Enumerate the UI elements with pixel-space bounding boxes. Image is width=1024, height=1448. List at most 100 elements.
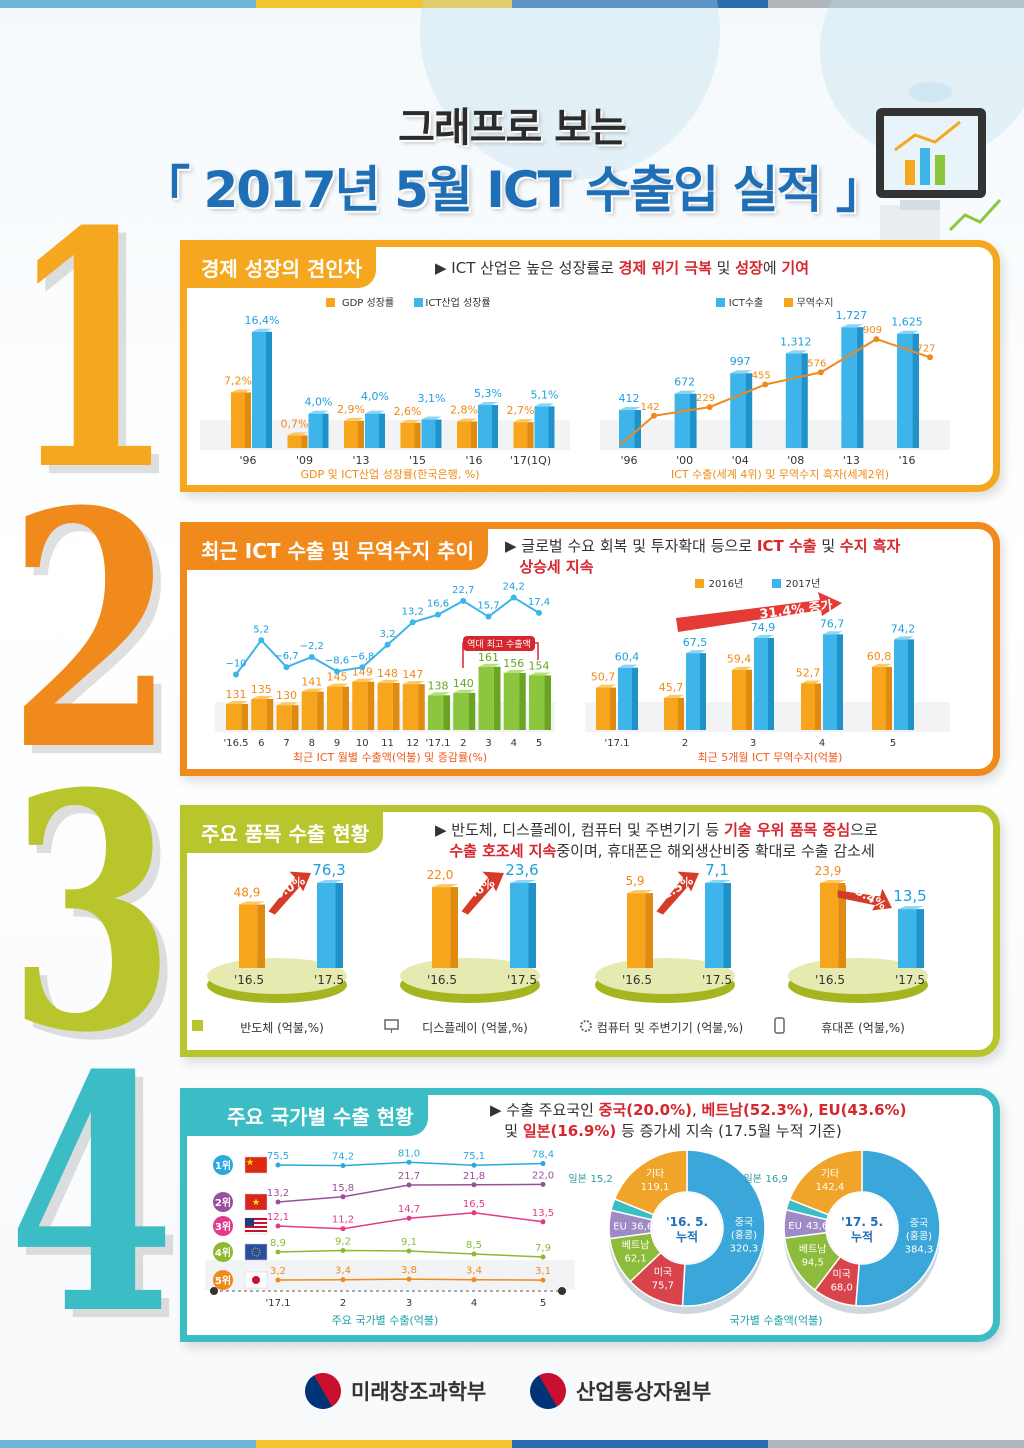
country-point (540, 1254, 546, 1260)
trade-balance-point (927, 354, 933, 361)
country-point (471, 1277, 477, 1283)
growth-rate-label: 5,2 (253, 624, 269, 635)
x-tick-label: '16.5 (234, 973, 264, 987)
ict-bar-top (534, 403, 555, 407)
item-2016-bar-side (450, 887, 458, 968)
x-axis-title: GDP 및 ICT산업 성장률(한국은행, %) (301, 468, 480, 481)
ict-bar-side (492, 405, 498, 448)
balance-2017-label: 76,7 (820, 617, 845, 630)
country-value-label: 8,9 (270, 1238, 286, 1249)
highlight-text: 기여 (781, 259, 810, 277)
flag-vietnam-icon (244, 1193, 268, 1211)
highlight-text: 성장 (735, 259, 763, 277)
export-bar-side (801, 353, 808, 448)
monthly-export-label: 147 (402, 668, 423, 681)
country-value-label: 3,4 (335, 1266, 351, 1277)
ict-bar-front (478, 405, 492, 448)
donut-center-label: '16. 5. (666, 1215, 708, 1229)
export-bar-side (745, 373, 753, 448)
monthly-export-label: 138 (428, 679, 449, 692)
description-text: (17.5월 누적 기준) (718, 1122, 842, 1140)
monthly-export-bar-top (301, 688, 324, 692)
balance-2017-bar-side (768, 637, 774, 730)
flag-stripe (245, 1218, 267, 1220)
phone-icon (774, 1017, 785, 1034)
monthly-export-bar (276, 702, 299, 730)
balance-2017-bar-front (686, 653, 700, 730)
flag-disc (252, 1276, 260, 1284)
rank-label: 3위 (215, 1220, 231, 1233)
item-2016-bar-side (257, 904, 265, 968)
monthly-export-bar-side (443, 695, 450, 730)
slice-name-label: 일본 (568, 1173, 586, 1185)
description-text: , (692, 1101, 702, 1119)
gdp-bar (231, 389, 251, 448)
country-point (275, 1162, 281, 1168)
balance-2016-bar-side (746, 669, 752, 730)
description-line: ▶ 반도체, 디스플레이, 컴퓨터 및 주변기기 등 기술 우위 품목 중심으로 (435, 820, 878, 841)
monthly-export-bar-front (251, 699, 267, 730)
growth-rate-label: 17,4 (528, 597, 550, 608)
arrow-shape (461, 871, 504, 915)
country-point (471, 1210, 477, 1216)
balance-2016-bar-front (801, 683, 815, 730)
slice-value-label: 36,6 (631, 1221, 653, 1232)
ict-bar-top (365, 410, 385, 414)
country-value-label: 15,8 (332, 1183, 354, 1194)
bottom-color-strip (0, 1440, 1024, 1448)
legend-ict-label: ICT산업 성장률 (425, 296, 490, 309)
legend-2016-label: 2016년 (709, 578, 744, 590)
page-subtitle: 그래프로 보는 (398, 105, 627, 151)
gdp-bar (287, 432, 308, 448)
growth-rate-point (485, 613, 492, 620)
monthly-export-bar (428, 692, 450, 730)
x-tick-label: '00 (676, 454, 693, 467)
slice-value-label: 320,3 (730, 1244, 759, 1255)
highlight-text: 상승세 지속 (519, 558, 594, 576)
flag-bg (244, 1243, 268, 1261)
x-tick-label: '17.1 (425, 738, 450, 749)
item-2016-bar-top (627, 890, 653, 894)
export-bar-top (897, 330, 919, 334)
arrow-shape (837, 888, 892, 911)
gear-shape (580, 1020, 592, 1032)
description-line: ▶ 글로벌 수요 회복 및 투자확대 등으로 ICT 수출 및 수지 흑자 (505, 536, 900, 557)
monthly-export-bar (529, 672, 551, 730)
monthly-export-bar-side (392, 682, 400, 730)
donut-slice (681, 1149, 766, 1307)
country-value-label: 78,4 (532, 1150, 554, 1161)
export-bar-front (785, 353, 802, 448)
x-tick-label: '13 (843, 454, 860, 467)
ict-bar-front (365, 413, 379, 448)
ict-bar-side (322, 413, 329, 448)
gdp-bar (513, 419, 534, 448)
gdp-bar-front (231, 392, 245, 448)
item-2017-bar-side (723, 883, 731, 968)
flag-japan-icon (244, 1271, 268, 1289)
gdp-value-label: 2,7% (507, 404, 535, 417)
x-tick-label: '17.5 (702, 973, 732, 987)
slice-value-label: 142,4 (816, 1182, 845, 1193)
x-tick-label: 5 (540, 1298, 546, 1309)
ict-value-label: 5,1% (531, 388, 559, 401)
highlight-text: ICT 수출 (756, 537, 817, 555)
balance-2017-bar (894, 636, 914, 730)
country-point (340, 1248, 346, 1253)
export-bar-side (690, 393, 697, 448)
chart-floor (600, 420, 950, 450)
monthly-export-bar (226, 700, 248, 730)
ict-bar (478, 402, 498, 448)
item-2016-bar-top (239, 901, 265, 905)
growth-rate-point (308, 653, 315, 660)
flag-canton (245, 1218, 254, 1226)
monthly-export-bar-top (352, 678, 375, 682)
growth-rate-point (435, 611, 441, 618)
balance-2016-bar-side (678, 697, 684, 730)
x-tick-label: '16.5 (622, 973, 652, 987)
x-tick-label: '17.1 (604, 738, 629, 749)
gdp-bar-side (471, 421, 477, 448)
monitor-screen (384, 1019, 399, 1030)
export-bar-top (619, 407, 641, 411)
country-value-label: 9,2 (335, 1237, 351, 1248)
gdp-bar-top (400, 419, 421, 423)
